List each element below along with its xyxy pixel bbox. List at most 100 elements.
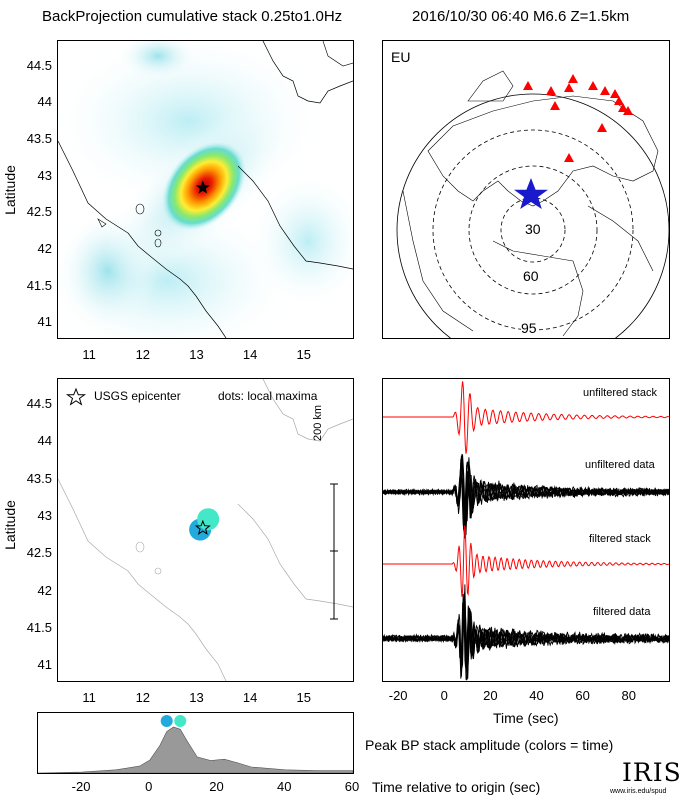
label-filtered-data: filtered data bbox=[593, 606, 651, 618]
continent-africa bbox=[492, 240, 584, 337]
y-tick-label: 42.5 bbox=[26, 545, 52, 561]
x-tick-label: 80 bbox=[621, 688, 637, 703]
epicenter-star bbox=[194, 519, 211, 535]
coastline bbox=[58, 140, 227, 338]
station-marker bbox=[618, 103, 628, 112]
x-tick-label: 60 bbox=[575, 688, 590, 703]
station-marker bbox=[550, 101, 560, 110]
globe-panel: EU 30 60 95 bbox=[382, 40, 670, 339]
amplitude-area bbox=[38, 726, 353, 773]
iris-url: www.iris.edu/spud bbox=[610, 788, 667, 795]
y-tick-label: 41 bbox=[37, 657, 52, 673]
y-tick-label: 44.5 bbox=[26, 396, 52, 412]
x-tick-label: 0 bbox=[145, 779, 153, 794]
maxima-map bbox=[58, 379, 353, 681]
legend-dots: dots: local maxima bbox=[218, 389, 318, 403]
x-tick-label: 15 bbox=[296, 690, 311, 705]
globe-outline bbox=[396, 93, 669, 338]
unfiltered-data-trace bbox=[383, 458, 669, 530]
station-marker bbox=[546, 86, 556, 95]
epicenter-star bbox=[195, 180, 210, 194]
legend-star-icon bbox=[65, 387, 87, 406]
region-label: EU bbox=[391, 49, 411, 65]
x-tick-label: 12 bbox=[135, 690, 151, 705]
traces-xlabel: Time (sec) bbox=[493, 710, 559, 726]
legend-epicenter: USGS epicenter bbox=[94, 389, 181, 403]
filtered-data-trace bbox=[383, 602, 669, 669]
y-tick-label: 44 bbox=[37, 433, 52, 449]
x-tick-label: 0 bbox=[440, 688, 448, 703]
greenland bbox=[467, 70, 514, 102]
bp-map-panel bbox=[57, 40, 354, 339]
station-marker bbox=[523, 81, 533, 90]
y-tick-label: 43.5 bbox=[26, 131, 52, 146]
coastline bbox=[237, 165, 353, 270]
lake bbox=[154, 567, 162, 575]
station-marker bbox=[600, 86, 610, 95]
x-tick-label: 20 bbox=[483, 688, 498, 703]
bp-heatmap bbox=[58, 41, 353, 338]
coastline bbox=[237, 503, 353, 608]
waveform-plot bbox=[383, 381, 669, 681]
x-tick-label: -20 bbox=[71, 779, 91, 794]
y-tick-label: 41.5 bbox=[26, 277, 52, 293]
ring-label-30: 30 bbox=[525, 221, 541, 237]
lake bbox=[154, 238, 162, 248]
label-unfiltered-stack: unfiltered stack bbox=[583, 387, 657, 399]
x-tick-label: 60 bbox=[344, 779, 360, 794]
y-tick-label: 43.5 bbox=[26, 470, 52, 486]
peak-time-dot bbox=[174, 715, 187, 727]
bp-haze bbox=[248, 171, 353, 311]
station-marker bbox=[597, 123, 607, 132]
ring-label-60: 60 bbox=[523, 268, 539, 284]
maxima-panel: USGS epicenter dots: local maxima 200 km bbox=[57, 378, 354, 682]
label-filtered-stack: filtered stack bbox=[589, 533, 651, 545]
filtered-stack-trace bbox=[383, 525, 669, 597]
x-tick-label: -20 bbox=[388, 688, 408, 703]
distance-ring-60 bbox=[468, 165, 598, 295]
local-maximum-dot bbox=[197, 508, 220, 531]
station-marker bbox=[610, 89, 620, 98]
lake bbox=[135, 203, 145, 215]
y-tick-label: 43 bbox=[37, 167, 52, 183]
station-marker bbox=[564, 153, 574, 162]
label-unfiltered-data: unfiltered data bbox=[585, 459, 655, 471]
station-marker bbox=[568, 74, 578, 83]
x-tick-label: 15 bbox=[296, 347, 311, 362]
x-tick-label: 13 bbox=[189, 690, 204, 705]
traces-panel: unfiltered stack unfiltered data filtere… bbox=[382, 378, 670, 682]
y-tick-label: 44.5 bbox=[26, 57, 52, 73]
coastline bbox=[262, 379, 353, 442]
continent-eurasia bbox=[427, 95, 659, 207]
y-tick-label: 42.5 bbox=[26, 204, 52, 220]
x-tick-label: 12 bbox=[135, 347, 151, 362]
map-ylabel: Latitude bbox=[2, 165, 18, 215]
maxima-ylabel: Latitude bbox=[2, 500, 18, 550]
source-star bbox=[514, 178, 548, 209]
x-tick-label: 20 bbox=[209, 779, 224, 794]
y-tick-label: 44 bbox=[37, 94, 52, 110]
station-marker bbox=[614, 96, 624, 105]
x-tick-label: 11 bbox=[82, 690, 96, 705]
amplitude-panel bbox=[37, 712, 354, 774]
event-info: 2016/10/30 06:40 M6.6 Z=1.5km bbox=[412, 8, 630, 25]
scale-label: 200 km bbox=[312, 404, 324, 441]
continent-america bbox=[402, 190, 474, 332]
coastline bbox=[58, 478, 227, 681]
station-group bbox=[523, 74, 633, 162]
station-globe bbox=[396, 70, 669, 338]
y-tick-label: 41 bbox=[37, 314, 52, 330]
bp-haze bbox=[118, 41, 198, 81]
amplitude-caption: Peak BP stack amplitude (colors = time) bbox=[365, 737, 614, 753]
coastline bbox=[322, 41, 353, 67]
iris-logo: IRIS bbox=[622, 758, 682, 787]
amplitude-plot bbox=[38, 715, 353, 773]
x-tick-label: 40 bbox=[529, 688, 544, 703]
unfiltered-data-trace bbox=[383, 461, 669, 536]
chart-title: BackProjection cumulative stack 0.25to1.… bbox=[42, 8, 343, 25]
x-tick-label: 14 bbox=[242, 690, 258, 705]
lake bbox=[135, 541, 145, 553]
y-tick-label: 42 bbox=[37, 582, 52, 598]
amplitude-xlabel: Time relative to origin (sec) bbox=[372, 779, 541, 795]
y-tick-label: 42 bbox=[37, 241, 52, 256]
